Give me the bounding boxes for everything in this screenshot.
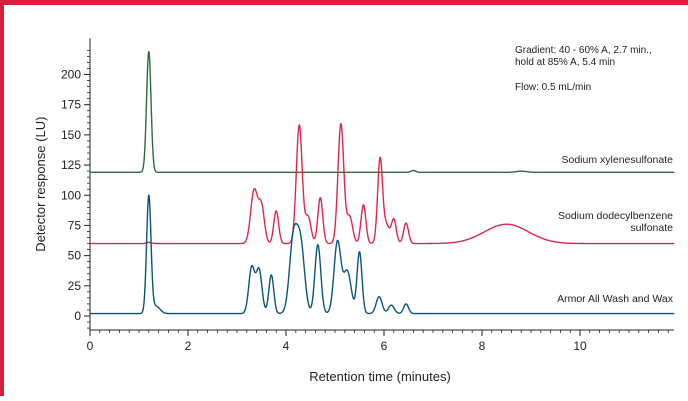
y-tick-label: 175 [61, 98, 81, 112]
x-tick-label: 4 [283, 339, 290, 353]
labels: Retention time (minutes) Detector respons… [33, 45, 674, 384]
x-axis-title: Retention time (minutes) [309, 369, 451, 384]
x-tick-label: 2 [185, 339, 192, 353]
chromatogram-chart: 0 25 50 75 100 125 150 175 200 0 2 4 6 8 10 Retention … [33, 38, 675, 384]
y-tick-label: 125 [61, 158, 81, 172]
annotation-text: hold at 85% A, 5.4 min [515, 57, 615, 68]
x-tick-label: 8 [479, 339, 486, 353]
axes: 0 25 50 75 100 125 150 175 200 0 2 4 6 8 10 [61, 38, 674, 353]
x-tick-label: 6 [381, 339, 388, 353]
annotation-text: Flow: 0.5 mL/min [515, 82, 591, 93]
series-label: Armor All Wash and Wax [557, 293, 674, 305]
y-tick-label: 100 [61, 188, 81, 202]
series-line [89, 123, 675, 245]
series-label: sulfonate [630, 222, 673, 234]
y-tick-label: 25 [68, 279, 82, 293]
y-tick-label: 150 [61, 128, 81, 142]
x-tick-label: 10 [573, 339, 587, 353]
series-group [89, 50, 675, 315]
x-tick-label: 0 [87, 339, 94, 353]
y-axis-title: Detector response (LU) [33, 117, 48, 252]
series-label: Sodium xylenesulfonate [562, 154, 674, 166]
series-label: Sodium dodecylbenzene [558, 210, 673, 222]
y-tick-label: 75 [68, 218, 82, 232]
series-line [89, 194, 675, 315]
y-tick-label: 50 [68, 249, 82, 263]
y-tick-label: 200 [61, 68, 81, 82]
y-tick-label: 0 [74, 309, 81, 323]
annotation-text: Gradient: 40 - 60% A, 2.7 min., [515, 45, 652, 56]
